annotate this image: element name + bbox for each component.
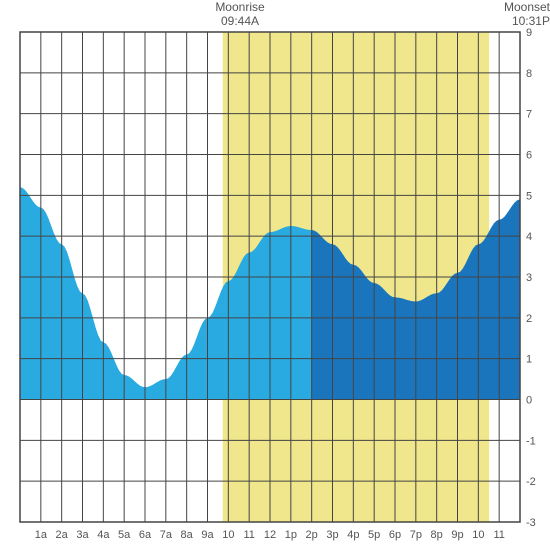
moonset-time: 10:31P xyxy=(480,14,550,28)
y-tick-label: 2 xyxy=(526,313,532,325)
x-tick-label: 5p xyxy=(368,529,380,541)
x-tick-label: 4a xyxy=(97,529,110,541)
y-tick-label: 1 xyxy=(526,354,532,366)
x-tick-label: 8p xyxy=(431,529,443,541)
x-tick-label: 5a xyxy=(118,529,131,541)
y-tick-label: -3 xyxy=(526,517,536,529)
y-tick-label: 5 xyxy=(526,190,532,202)
x-tick-label: 6a xyxy=(139,529,152,541)
y-tick-label: -1 xyxy=(526,435,536,447)
x-tick-label: 1a xyxy=(35,529,48,541)
x-tick-label: 9p xyxy=(451,529,463,541)
x-tick-label: 11 xyxy=(243,529,254,541)
moonrise-time: 09:44A xyxy=(200,14,280,28)
x-tick-label: 9a xyxy=(201,529,214,541)
y-tick-label: 8 xyxy=(526,68,532,80)
x-tick-label: 10 xyxy=(222,529,234,541)
x-tick-label: 11 xyxy=(493,529,504,541)
x-tick-label: 10 xyxy=(472,529,484,541)
x-tick-label: 8a xyxy=(181,529,194,541)
x-tick-label: 7a xyxy=(160,529,173,541)
x-tick-label: 2a xyxy=(56,529,69,541)
y-tick-label: 4 xyxy=(526,231,532,243)
x-tick-label: 6p xyxy=(389,529,401,541)
chart-svg: -3-2-101234567891a2a3a4a5a6a7a8a9a101112… xyxy=(0,0,550,550)
x-tick-label: 4p xyxy=(347,529,359,541)
y-tick-label: 3 xyxy=(526,272,532,284)
y-tick-label: 6 xyxy=(526,150,532,162)
x-tick-label: 1p xyxy=(285,529,297,541)
x-tick-label: 7p xyxy=(410,529,422,541)
moonrise-label: Moonrise xyxy=(200,0,280,14)
y-tick-label: -2 xyxy=(526,476,536,488)
y-tick-label: 7 xyxy=(526,109,532,121)
tide-chart: Moonrise 09:44A Moonset 10:31P -3-2-1012… xyxy=(0,0,550,550)
x-tick-label: 2p xyxy=(306,529,318,541)
x-tick-label: 12 xyxy=(264,529,276,541)
y-tick-label: 0 xyxy=(526,395,532,407)
y-tick-label: 9 xyxy=(526,27,532,39)
moonset-label: Moonset xyxy=(480,0,550,14)
x-tick-label: 3p xyxy=(326,529,338,541)
x-tick-label: 3a xyxy=(76,529,89,541)
